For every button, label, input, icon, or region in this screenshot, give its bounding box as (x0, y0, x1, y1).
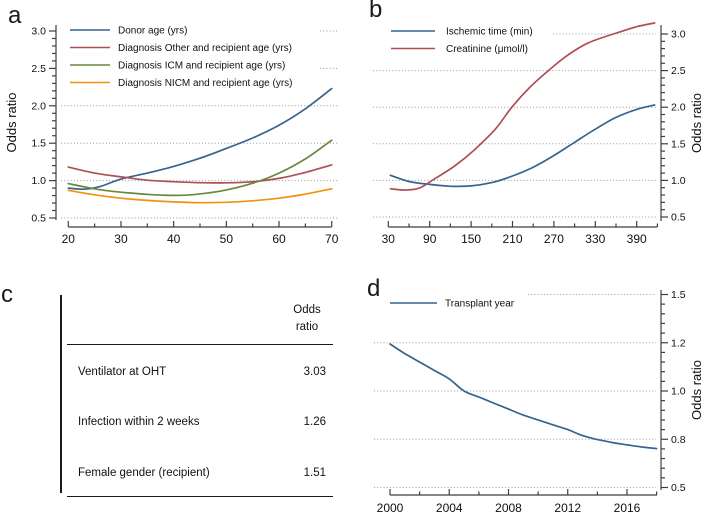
y-tick-label: 1.5 (31, 138, 46, 150)
x-tick-label: 2000 (377, 501, 404, 515)
y-tick-label: 1.0 (31, 175, 46, 187)
x-tick-label: 50 (220, 232, 234, 246)
series-line-diagnosis-icm-and-recipient-age-yrs (67, 139, 333, 197)
y-tick-label: 0.8 (671, 434, 686, 446)
panel-label-d: d (367, 275, 381, 302)
series-line-transplant-year (389, 343, 658, 450)
legend-label-transplant-year: Transplant year (445, 299, 515, 310)
x-tick-label: 330 (585, 232, 605, 246)
panel-a-chart: 0.5 1.0 1.5 2.0 2.5 3.0 Odds ratio 20 30 40 50 60 70… (4, 25, 339, 246)
table-row-label: Infection within 2 weeks (78, 416, 200, 428)
x-axis (389, 489, 658, 496)
x-tick-label: 40 (167, 232, 181, 246)
y-tick-label: 2.5 (671, 65, 686, 77)
panel-label-b: b (369, 0, 383, 23)
y-tick-label: 0.5 (671, 212, 686, 224)
table-row: Infection within 2 weeks 1.26 (78, 414, 326, 430)
series-line-donor-age-yrs (67, 87, 333, 191)
y-tick-label: 1.0 (671, 386, 686, 398)
x-tick-label: 2008 (495, 501, 522, 515)
y-tick-label: 1.5 (671, 289, 686, 301)
x-tick-label: 2004 (436, 501, 463, 515)
y-axis-title: Odds ratio (689, 93, 704, 153)
legend: Transplant year (390, 299, 515, 310)
x-tick-label: 30 (114, 232, 128, 246)
legend-label-diagnosis-other-and-recipient-age-yrs: Diagnosis Other and recipient age (yrs) (118, 43, 292, 54)
y-tick-label: 2.0 (31, 100, 46, 112)
legend-label-ischemic-time-min: Ischemic time (min) (446, 27, 533, 38)
table-row: Ventilator at OHT 3.03 (78, 364, 326, 380)
y-tick-label: 0.5 (31, 213, 46, 225)
y-tick-label: 1.2 (671, 337, 686, 349)
x-tick-label: 270 (544, 232, 564, 246)
table-top-rule (67, 344, 333, 345)
y-axis (49, 25, 57, 220)
x-tick-label: 210 (502, 232, 522, 246)
series-line-creatinine-mol-l (389, 22, 656, 191)
legend-label-donor-age-yrs: Donor age (yrs) (118, 26, 187, 37)
series-line-diagnosis-nicm-and-recipient-age-yrs (67, 187, 333, 204)
y-tick-label: 3.0 (31, 26, 46, 38)
series-line-diagnosis-other-and-recipient-age-yrs (67, 164, 333, 184)
x-tick-label: 30 (382, 232, 396, 246)
x-tick-label: 70 (325, 232, 339, 246)
y-tick-label: 2.5 (31, 63, 46, 75)
y-tick-label: 1.5 (671, 138, 686, 150)
table-row-label: Ventilator at OHT (78, 366, 167, 378)
y-tick-label: 2.0 (671, 102, 686, 114)
legend-label-diagnosis-icm-and-recipient-age-yrs: Diagnosis ICM and recipient age (yrs) (118, 61, 285, 72)
legend-label-creatinine-mol-l: Creatinine (μmol/l) (446, 44, 528, 55)
table-bottom-rule (67, 496, 333, 497)
series-line-ischemic-time-min (389, 104, 656, 188)
y-tick-label: 0.5 (671, 482, 686, 494)
x-tick-label: 20 (62, 232, 76, 246)
x-tick-label: 2012 (554, 501, 581, 515)
y-tick-label: 1.0 (671, 175, 686, 187)
table-left-rule (60, 295, 62, 493)
table-row: Female gender (recipient) 1.51 (78, 465, 326, 481)
y-tick-label: 3.0 (671, 29, 686, 41)
panel-b-chart: 0.5 1.0 1.5 2.0 2.5 3.0 Odds ratio 30 90 150 210 27… (373, 22, 704, 246)
panel-label-a: a (8, 2, 22, 29)
y-axis (660, 25, 668, 221)
x-tick-label: 60 (272, 232, 286, 246)
x-axis (387, 221, 659, 228)
y-axis (660, 290, 668, 490)
x-tick-label: 2016 (614, 501, 641, 515)
legend-label-diagnosis-nicm-and-recipient-age-yrs: Diagnosis NICM and recipient age (yrs) (118, 78, 293, 89)
y-axis-title: Odds ratio (689, 360, 704, 420)
x-tick-label: 390 (627, 232, 647, 246)
legend: Donor age (yrs) Diagnosis Other and recip… (70, 26, 293, 89)
panel-d-chart: 0.5 0.8 1.0 1.2 1.5 Odds ratio 2000 2004 2008 201… (374, 289, 704, 515)
table-row-value: 3.03 (303, 366, 326, 378)
table-row-value: 1.26 (303, 416, 326, 428)
table-row-value: 1.51 (303, 467, 326, 479)
table-row-label: Female gender (recipient) (78, 467, 210, 479)
x-tick-label: 150 (461, 232, 481, 246)
table-header: Odds ratio (293, 304, 321, 333)
legend: Ischemic time (min) Creatinine (μmol/l) (391, 27, 533, 55)
panel-label-c: c (1, 281, 13, 308)
y-axis-title: Odds ratio (4, 93, 19, 153)
x-axis (67, 221, 333, 228)
x-tick-label: 90 (423, 232, 437, 246)
